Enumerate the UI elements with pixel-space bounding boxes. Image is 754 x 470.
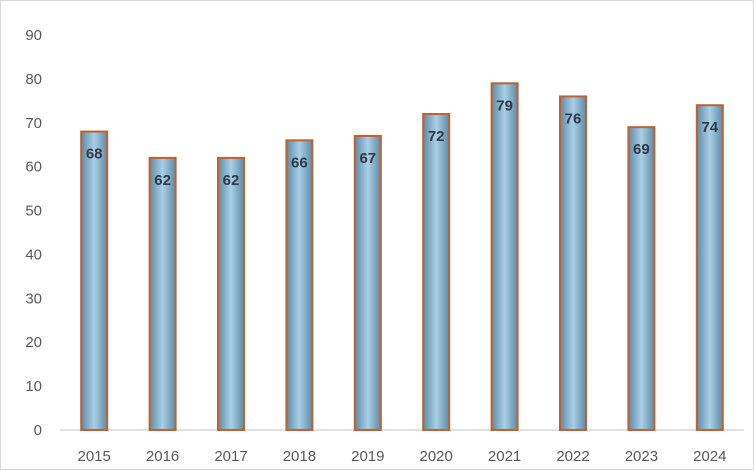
bar-2023 <box>627 126 656 432</box>
x-tick-label-2019: 2019 <box>351 448 384 465</box>
x-axis-tick-labels: 2015 2016 2017 2018 2019 2020 2021 2022 2023 2024 <box>78 448 727 465</box>
y-tick-label-20: 20 <box>25 334 42 351</box>
data-label-2024: 74 <box>701 119 718 136</box>
y-tick-label-70: 70 <box>25 115 42 132</box>
y-tick-label-40: 40 <box>25 246 42 263</box>
bar-2016 <box>148 156 177 431</box>
bar-2024 <box>695 104 724 431</box>
y-tick-label-30: 30 <box>25 290 42 307</box>
y-tick-label-10: 10 <box>25 378 42 395</box>
data-label-2016: 62 <box>154 172 171 189</box>
x-tick-label-2015: 2015 <box>78 448 111 465</box>
data-label-2021: 79 <box>496 97 513 114</box>
data-label-2017: 62 <box>223 172 240 189</box>
bar-2017 <box>217 156 245 431</box>
y-tick-label-90: 90 <box>25 27 42 44</box>
data-label-2019: 67 <box>359 150 376 167</box>
x-tick-label-2022: 2022 <box>556 448 589 465</box>
y-tick-label-50: 50 <box>25 203 42 220</box>
x-tick-label-2016: 2016 <box>146 448 179 465</box>
bar-2021 <box>490 82 519 432</box>
bar-2019 <box>353 134 382 431</box>
y-tick-label-80: 80 <box>25 71 42 88</box>
data-label-2020: 72 <box>428 128 445 145</box>
x-tick-label-2020: 2020 <box>420 448 453 465</box>
x-tick-label-2021: 2021 <box>488 448 521 465</box>
x-tick-label-2023: 2023 <box>625 448 658 465</box>
x-tick-label-2024: 2024 <box>693 448 726 465</box>
data-label-2022: 76 <box>565 110 582 127</box>
bars <box>80 82 724 432</box>
bar-2015 <box>80 130 109 432</box>
data-label-2023: 69 <box>633 141 650 158</box>
y-axis-tick-labels: 0 10 20 30 40 50 60 70 80 90 <box>25 27 42 439</box>
bar-2022 <box>559 95 587 431</box>
y-tick-label-0: 0 <box>34 422 42 439</box>
data-label-2018: 66 <box>291 154 308 171</box>
bar-2020 <box>422 113 451 431</box>
data-labels: 68 62 62 66 67 72 79 76 69 74 <box>86 97 719 189</box>
x-tick-label-2017: 2017 <box>214 448 247 465</box>
y-tick-label-60: 60 <box>25 159 42 176</box>
x-tick-label-2018: 2018 <box>283 448 316 465</box>
bar-2018 <box>285 139 314 431</box>
data-label-2015: 68 <box>86 146 103 163</box>
